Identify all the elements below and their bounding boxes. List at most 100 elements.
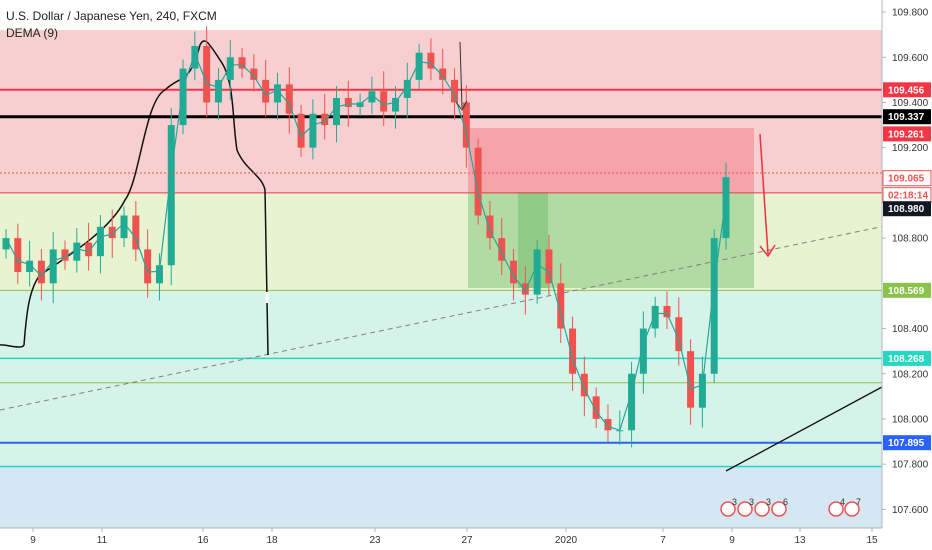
indicator-label[interactable]: DEMA (9) [6, 26, 58, 40]
candle-body [344, 97, 352, 107]
price-tick-label: 108.800 [892, 234, 929, 245]
candle [651, 296, 659, 338]
candle-body [486, 215, 494, 239]
candle [26, 240, 34, 287]
candle-body [61, 249, 69, 261]
candle-body [451, 79, 459, 103]
price-tag-label: 107.895 [888, 438, 925, 449]
time-axis[interactable] [0, 528, 882, 550]
candle-body [521, 283, 529, 295]
price-tick-label: 109.400 [892, 98, 929, 109]
event-marker-count: 6 [783, 497, 788, 507]
candle [710, 229, 718, 383]
candle [297, 104, 305, 157]
price-tag: 109.456 [883, 82, 931, 98]
event-marker-count: 3 [766, 497, 771, 507]
chart-title: U.S. Dollar / Japanese Yen, 240, FXCM [6, 9, 217, 23]
time-tick-label: 16 [197, 535, 209, 546]
candle-body [226, 57, 234, 80]
event-marker-icon [754, 501, 770, 517]
candle-body [675, 317, 683, 352]
candle [332, 86, 340, 143]
candle-body [155, 265, 163, 284]
candle-body [545, 249, 553, 284]
candle-body [191, 45, 199, 69]
price-tag-bg [883, 350, 931, 366]
candle-body [687, 351, 695, 408]
candle-body [710, 238, 718, 374]
price-tags: 109.456 109.337 109.261 109.065 02:18:14 108.… [882, 82, 932, 451]
candle [628, 361, 636, 448]
candle [392, 86, 400, 129]
candle [403, 62, 411, 118]
candle-body [214, 79, 222, 103]
candle-body [73, 242, 81, 261]
event-marker-count: 3 [732, 497, 737, 507]
candle-body [510, 260, 518, 284]
candle-body [120, 215, 128, 239]
price-tag-bg [883, 126, 931, 142]
candle [132, 201, 140, 262]
candle-body [250, 68, 258, 80]
candle-body [368, 91, 376, 103]
price-tick-label: 109.800 [892, 8, 929, 19]
rising-trend-line[interactable] [725, 386, 883, 472]
candle-body [85, 242, 93, 257]
candle-body [415, 52, 423, 80]
price-tag-bg [883, 282, 931, 298]
candle-body [49, 249, 57, 284]
candle [191, 31, 199, 81]
candle [120, 206, 128, 248]
horizontal-levels[interactable] [0, 88, 882, 468]
candle [14, 223, 22, 284]
candle [604, 404, 612, 443]
candle-body [722, 177, 730, 239]
candle [2, 229, 10, 259]
candle [214, 68, 222, 120]
event-marker: 4 [828, 497, 845, 517]
price-tick-label: 109.200 [892, 143, 929, 154]
candle-body [14, 238, 22, 273]
target-inner [518, 192, 548, 288]
candle [380, 71, 388, 126]
candle-body [392, 97, 400, 112]
candle [73, 228, 81, 273]
price-tag-label: 109.065 [888, 174, 925, 185]
price-tick-label: 108.200 [892, 369, 929, 380]
time-tick-label: 15 [866, 535, 878, 546]
candle-body [238, 57, 246, 69]
candle [592, 387, 600, 429]
candle-body [403, 79, 411, 98]
price-tag-label: 109.456 [888, 85, 925, 96]
candle [250, 54, 258, 92]
price-tag-label: 108.980 [888, 204, 925, 215]
event-marker: 7 [844, 497, 861, 517]
price-tag-label: 109.261 [888, 129, 925, 140]
event-marker-icon [720, 501, 736, 517]
candle-body [262, 79, 270, 103]
event-marker-icon [771, 501, 787, 517]
price-tag: 108.980 [883, 201, 931, 217]
candle [533, 240, 541, 304]
candle [462, 85, 470, 168]
price-tag: 107.895 [883, 435, 931, 451]
price-tick-label: 107.600 [892, 505, 929, 516]
event-marker-icon [737, 501, 753, 517]
candle [226, 40, 234, 100]
price-tag: 02:18:14 [882, 187, 932, 204]
event-markers[interactable]: 3 3 3 6 4 7 [720, 497, 861, 517]
candle [203, 26, 211, 117]
dashed-trend-line[interactable] [0, 225, 886, 411]
candle-body [321, 113, 329, 126]
time-tick-label: 27 [461, 535, 473, 546]
down-arrow-red[interactable] [759, 133, 776, 258]
candle-body [144, 249, 152, 284]
price-tag-label: 02:18:14 [888, 191, 928, 202]
time-tick-label: 23 [369, 535, 381, 546]
event-marker: 6 [771, 497, 788, 517]
candle [285, 67, 293, 134]
freehand-curve[interactable] [0, 40, 269, 356]
candle-body [332, 97, 340, 126]
down-arrow-small[interactable] [455, 41, 468, 111]
